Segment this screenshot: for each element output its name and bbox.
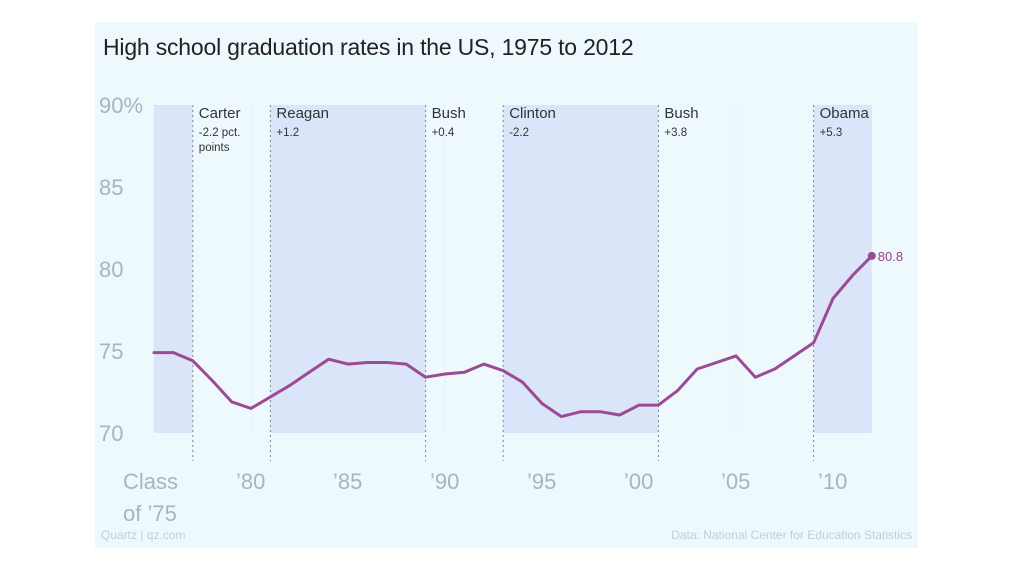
y-tick-label-2: 80 bbox=[99, 257, 123, 282]
x-tick-label-1: ’80 bbox=[236, 469, 265, 494]
chart-title: High school graduation rates in the US, … bbox=[103, 34, 634, 60]
presidency-name-6: Obama bbox=[820, 105, 870, 122]
x-tick-label-4: ’95 bbox=[527, 469, 556, 494]
graduation-rate-line bbox=[152, 254, 874, 419]
presidency-name-4: Clinton bbox=[509, 105, 556, 122]
data-source: Data: National Center for Education Stat… bbox=[671, 528, 912, 542]
y-tick-label-1: 85 bbox=[99, 175, 123, 200]
presidency-change-1-1: points bbox=[199, 142, 230, 154]
x-tick-label-0-1: of ’75 bbox=[123, 501, 177, 526]
y-tick-label-4: 70 bbox=[99, 421, 123, 446]
y-tick-label-0: 90% bbox=[99, 93, 143, 118]
presidency-name-1: Carter bbox=[199, 105, 241, 122]
x-tick-label-3: ’90 bbox=[430, 469, 459, 494]
x-tick-label-0: Class bbox=[123, 469, 178, 494]
end-value-label: 80.8 bbox=[878, 249, 903, 264]
presidency-change-3-0: +0.4 bbox=[432, 127, 455, 139]
x-tick-label-5: ’00 bbox=[624, 469, 653, 494]
presidency-band-4 bbox=[503, 105, 659, 433]
chart-card: High school graduation rates in the US, … bbox=[95, 22, 918, 548]
source-credit: Quartz | qz.com bbox=[101, 528, 186, 542]
end-point-marker bbox=[867, 251, 876, 260]
presidency-change-4-0: -2.2 bbox=[509, 127, 529, 139]
presidency-change-5-0: +3.8 bbox=[664, 127, 687, 139]
x-tick-label-2: ’85 bbox=[333, 469, 362, 494]
presidency-name-2: Reagan bbox=[276, 105, 329, 122]
x-tick-label-7: ’10 bbox=[818, 469, 847, 494]
presidency-change-6-0: +5.3 bbox=[820, 127, 843, 139]
y-tick-label-3: 75 bbox=[99, 339, 123, 364]
presidency-band-0 bbox=[154, 105, 193, 433]
presidency-change-1-0: -2.2 pct. bbox=[199, 127, 241, 139]
line-chart: Carter -2.2 pct. points Reagan +1.2 Bush +0.4 C… bbox=[99, 93, 903, 526]
presidency-band-6 bbox=[813, 105, 872, 433]
presidency-change-2-0: +1.2 bbox=[276, 127, 299, 139]
x-tick-label-6: ’05 bbox=[721, 469, 750, 494]
presidency-name-5: Bush bbox=[664, 105, 698, 122]
presidency-name-3: Bush bbox=[432, 105, 466, 122]
